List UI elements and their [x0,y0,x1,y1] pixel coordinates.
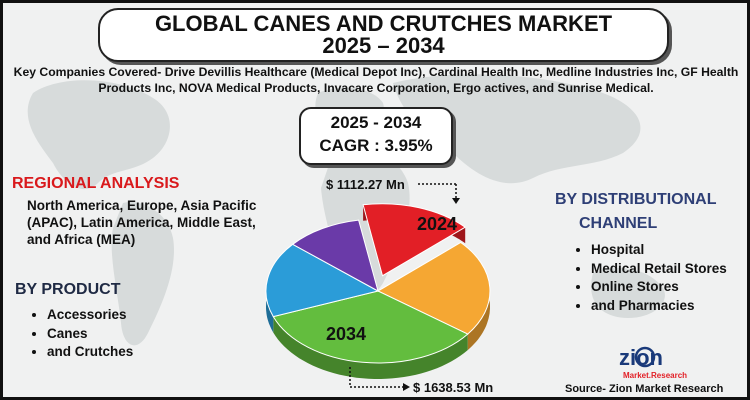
pie-slice-3 [265,243,380,318]
page-title: GLOBAL CANES AND CRUTCHES MARKET [154,11,613,36]
source-text: Source- Zion Market Research [565,383,724,395]
annotation-2024-value: $ 1112.27 Mn [326,177,405,192]
annotation-2024-year: 2024 [417,214,457,234]
pie-slice-side-2 [273,316,468,379]
pie-tops [265,203,491,364]
logo-text: zion [619,345,663,370]
annotation-2024-arrow [452,198,460,204]
list-item: Online Stores [591,278,727,297]
distribution-title-line2: CHANNEL [579,215,658,232]
cagr-value: CAGR : 3.95% [319,136,433,155]
cagr-box: 2025 - 2034 CAGR : 3.95% [299,107,453,165]
distribution-list: Hospital Medical Retail Stores Online St… [573,241,727,315]
pie-slice-1 [376,241,491,335]
pie-labels: $ 1112.27 Mn 2024 2034 $ 1638.53 Mn [326,177,493,395]
page-title-years: 2025 – 2034 [322,33,445,58]
annotation-2034-arrow [403,383,410,391]
cagr-period: 2025 - 2034 [330,113,422,132]
pie-slice-0 [362,203,467,277]
list-item: Canes [47,325,133,344]
logo-subtext: Market.Research [623,371,687,380]
list-item: Hospital [591,241,727,260]
distribution-channel-title: BY DISTRIBUTIONAL CHANNEL [555,188,745,236]
regional-analysis-title: REGIONAL ANALYSIS [12,175,180,192]
annotation-2034-year: 2034 [326,324,366,344]
regional-analysis-text: North America, Europe, Asia Pacific (APA… [27,198,257,247]
title-box: GLOBAL CANES AND CRUTCHES MARKET 2025 – … [98,8,669,62]
key-companies-text: Key Companies Covered- Drive Devillis He… [13,65,739,95]
annotation-2034-value: $ 1638.53 Mn [413,380,493,395]
product-list: Accessories Canes and Crutches [29,306,133,362]
pie-slice-2 [272,290,469,364]
pie-chart: $ 1112.27 Mn 2024 2034 $ 1638.53 Mn [265,177,493,395]
by-product-title: BY PRODUCT [15,281,121,298]
distribution-title-line1: BY DISTRIBUTIONAL [555,191,717,208]
zion-logo: zion Market.Research [619,345,687,380]
list-item: Medical Retail Stores [591,260,727,279]
list-item: Accessories [47,306,133,325]
list-item: and Crutches [47,343,133,362]
pie-slice-4 [291,219,379,293]
list-item: and Pharmacies [591,297,727,316]
